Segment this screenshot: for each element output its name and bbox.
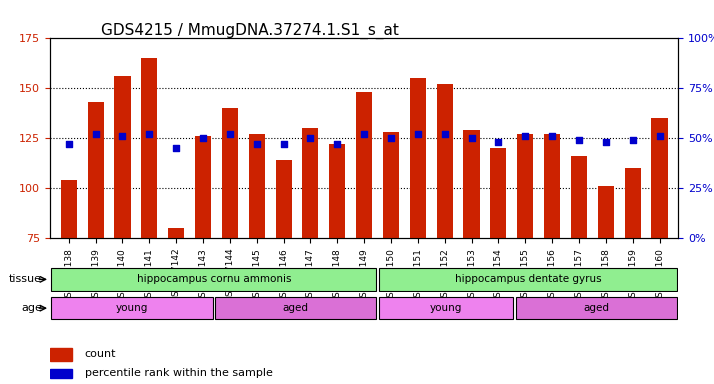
FancyBboxPatch shape	[516, 297, 677, 319]
Point	[90, 131, 101, 137]
Bar	[303, 128, 318, 238]
Bar	[195, 136, 211, 238]
Text: young: young	[116, 303, 148, 313]
Bar	[625, 168, 640, 238]
Text: tissue: tissue	[9, 274, 42, 285]
Text: percentile rank within the sample: percentile rank within the sample	[84, 368, 273, 379]
Point	[63, 141, 74, 147]
Bar	[410, 78, 426, 238]
Text: count: count	[84, 349, 116, 359]
Point	[600, 139, 611, 145]
Bar	[222, 108, 238, 238]
Bar	[437, 84, 453, 238]
Text: hippocampus cornu ammonis: hippocampus cornu ammonis	[136, 274, 291, 285]
Point	[520, 133, 531, 139]
Bar	[598, 186, 614, 238]
Bar	[491, 148, 506, 238]
Bar	[544, 134, 560, 238]
FancyBboxPatch shape	[379, 297, 513, 319]
Point	[331, 141, 343, 147]
Point	[466, 135, 477, 141]
Bar	[168, 228, 184, 238]
Point	[573, 137, 585, 143]
Point	[493, 139, 504, 145]
Point	[412, 131, 423, 137]
FancyBboxPatch shape	[379, 268, 677, 291]
Point	[305, 135, 316, 141]
Text: aged: aged	[583, 303, 609, 313]
Text: aged: aged	[283, 303, 309, 313]
FancyBboxPatch shape	[51, 268, 376, 291]
Text: young: young	[430, 303, 462, 313]
Bar	[50, 369, 72, 378]
Text: GDS4215 / MmugDNA.37274.1.S1_s_at: GDS4215 / MmugDNA.37274.1.S1_s_at	[101, 23, 399, 39]
Bar	[356, 92, 372, 238]
FancyBboxPatch shape	[51, 297, 213, 319]
Point	[171, 145, 182, 151]
Point	[117, 133, 129, 139]
Text: age: age	[21, 303, 42, 313]
Bar	[88, 102, 104, 238]
Bar	[571, 156, 587, 238]
Bar	[463, 130, 480, 238]
FancyBboxPatch shape	[215, 297, 376, 319]
Point	[197, 135, 208, 141]
Point	[627, 137, 638, 143]
Bar	[276, 160, 291, 238]
Bar	[517, 134, 533, 238]
Bar	[329, 144, 346, 238]
Point	[358, 131, 370, 137]
Bar	[50, 348, 72, 361]
Point	[144, 131, 155, 137]
Point	[278, 141, 289, 147]
Point	[386, 135, 397, 141]
Point	[546, 133, 558, 139]
Bar	[248, 134, 265, 238]
Point	[251, 141, 263, 147]
Bar	[651, 118, 668, 238]
Bar	[383, 132, 399, 238]
Point	[654, 133, 665, 139]
Bar	[141, 58, 157, 238]
Bar	[114, 76, 131, 238]
Bar	[61, 180, 77, 238]
Text: hippocampus dentate gyrus: hippocampus dentate gyrus	[455, 274, 601, 285]
Point	[224, 131, 236, 137]
Point	[439, 131, 451, 137]
